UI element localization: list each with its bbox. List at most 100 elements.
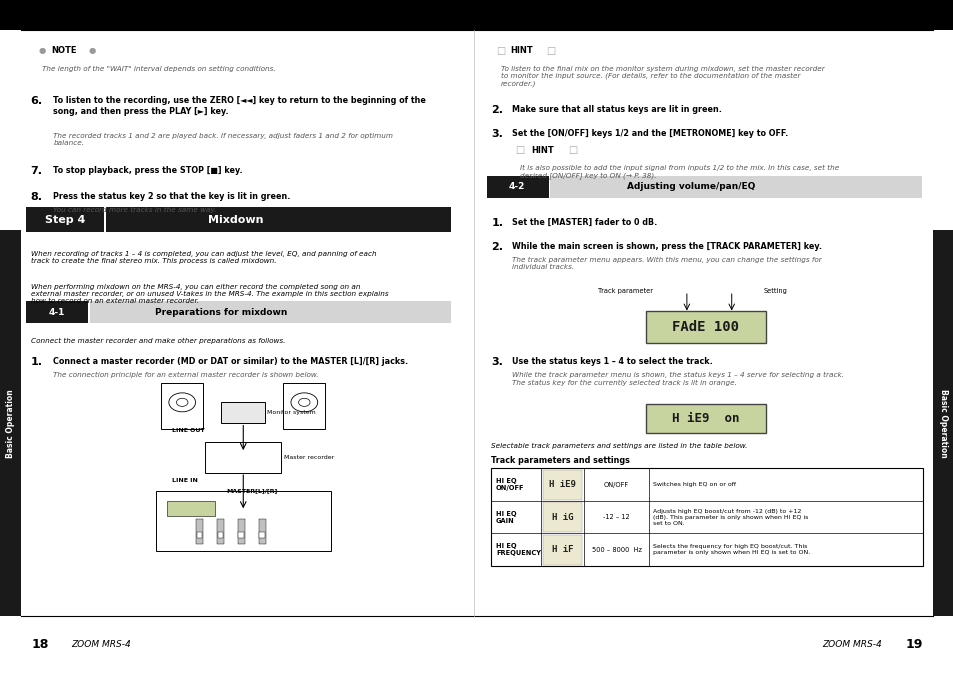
Text: ●: ● <box>89 46 96 56</box>
Text: Selectable track parameters and settings are listed in the table below.: Selectable track parameters and settings… <box>491 443 747 449</box>
Text: ON/OFF: ON/OFF <box>603 482 629 487</box>
Text: Switches high EQ on or off: Switches high EQ on or off <box>652 482 735 487</box>
Text: ZOOM MRS-4: ZOOM MRS-4 <box>821 640 882 649</box>
Text: HI EQ
FREQUENCY: HI EQ FREQUENCY <box>496 543 540 556</box>
FancyBboxPatch shape <box>645 404 765 433</box>
Text: NOTE: NOTE <box>51 46 77 56</box>
Text: Adjusts high EQ boost/cut from -12 (dB) to +12
(dB). This parameter is only show: Adjusts high EQ boost/cut from -12 (dB) … <box>652 509 807 525</box>
Text: ZOOM MRS-4: ZOOM MRS-4 <box>71 640 132 649</box>
FancyBboxPatch shape <box>161 383 203 429</box>
FancyBboxPatch shape <box>542 470 581 500</box>
Text: H iF: H iF <box>551 545 573 554</box>
Text: 3.: 3. <box>491 357 502 368</box>
Text: When recording of tracks 1 – 4 is completed, you can adjust the level, EQ, and p: When recording of tracks 1 – 4 is comple… <box>30 251 375 265</box>
Text: 2.: 2. <box>491 242 503 252</box>
Text: □: □ <box>567 146 577 155</box>
Bar <box>195 519 203 544</box>
Text: Adjusting volume/pan/EQ: Adjusting volume/pan/EQ <box>627 182 755 192</box>
Text: 1.: 1. <box>491 218 503 228</box>
Bar <box>106 207 451 232</box>
Text: HINT: HINT <box>531 146 554 155</box>
Text: While the track parameter menu is shown, the status keys 1 – 4 serve for selecti: While the track parameter menu is shown,… <box>512 372 843 386</box>
Text: The length of the "WAIT" interval depends on setting conditions.: The length of the "WAIT" interval depend… <box>42 66 275 72</box>
Text: HINT: HINT <box>510 46 533 56</box>
FancyBboxPatch shape <box>155 491 331 551</box>
Text: 18: 18 <box>31 638 49 651</box>
Text: LINE OUT: LINE OUT <box>172 429 204 433</box>
Bar <box>238 531 244 538</box>
Bar <box>216 519 224 544</box>
Text: □: □ <box>496 46 505 56</box>
Text: When performing mixdown on the MRS-4, you can either record the completed song o: When performing mixdown on the MRS-4, yo… <box>30 284 388 304</box>
Text: LINE IN: LINE IN <box>172 478 197 483</box>
FancyBboxPatch shape <box>645 311 765 343</box>
Bar <box>486 176 548 198</box>
Text: □: □ <box>545 46 555 56</box>
Bar <box>196 531 202 538</box>
Text: To listen to the recording, use the ZERO [◄◄] key to return to the beginning of : To listen to the recording, use the ZERO… <box>53 96 426 116</box>
Bar <box>26 207 104 232</box>
Bar <box>237 519 245 544</box>
Text: H iE9: H iE9 <box>549 480 576 489</box>
Text: -12 – 12: -12 – 12 <box>602 515 629 520</box>
Text: Set the [ON/OFF] keys 1/2 and the [METRONOME] key to OFF.: Set the [ON/OFF] keys 1/2 and the [METRO… <box>512 129 788 137</box>
FancyBboxPatch shape <box>205 442 281 473</box>
Text: The connection principle for an external master recorder is shown below.: The connection principle for an external… <box>53 372 318 378</box>
FancyBboxPatch shape <box>542 535 581 565</box>
Text: □: □ <box>515 146 524 155</box>
Text: Track parameter: Track parameter <box>598 288 653 294</box>
Circle shape <box>298 398 310 406</box>
FancyBboxPatch shape <box>283 383 325 429</box>
Text: 7.: 7. <box>30 166 43 176</box>
Text: Set the [MASTER] fader to 0 dB.: Set the [MASTER] fader to 0 dB. <box>512 218 657 227</box>
Text: Connect a master recorder (MD or DAT or similar) to the MASTER [L]/[R] jacks.: Connect a master recorder (MD or DAT or … <box>53 357 408 366</box>
Text: 4-1: 4-1 <box>48 307 65 317</box>
Text: Selects the frequency for high EQ boost/cut. This
parameter is only shown when H: Selects the frequency for high EQ boost/… <box>652 544 809 555</box>
Text: HI EQ
GAIN: HI EQ GAIN <box>496 510 517 524</box>
Bar <box>259 531 265 538</box>
Text: Setting: Setting <box>762 288 786 294</box>
Text: 2.: 2. <box>491 105 503 115</box>
FancyBboxPatch shape <box>221 401 265 423</box>
Bar <box>0 0 953 30</box>
Text: Connect the master recorder and make other preparations as follows.: Connect the master recorder and make oth… <box>30 338 285 344</box>
Bar <box>217 531 223 538</box>
Text: Make sure that all status keys are lit in green.: Make sure that all status keys are lit i… <box>512 105 721 114</box>
Text: To listen to the final mix on the monitor system during mixdown, set the master : To listen to the final mix on the monito… <box>500 66 823 87</box>
Bar <box>932 230 953 616</box>
Text: HI EQ
ON/OFF: HI EQ ON/OFF <box>496 478 524 492</box>
Text: The track parameter menu appears. With this menu, you can change the settings fo: The track parameter menu appears. With t… <box>512 257 821 269</box>
Bar <box>550 176 921 198</box>
Text: Use the status keys 1 – 4 to select the track.: Use the status keys 1 – 4 to select the … <box>512 357 712 366</box>
Text: Track parameters and settings: Track parameters and settings <box>491 456 630 465</box>
Text: MASTER[L]/[R]: MASTER[L]/[R] <box>226 489 277 494</box>
Text: While the main screen is shown, press the [TRACK PARAMETER] key.: While the main screen is shown, press th… <box>512 242 821 250</box>
Text: Basic Operation: Basic Operation <box>938 389 947 458</box>
Bar <box>167 501 214 516</box>
Text: Basic Operation: Basic Operation <box>6 389 15 458</box>
Text: Step 4: Step 4 <box>45 215 85 225</box>
Text: You can record more tracks in the same way.: You can record more tracks in the same w… <box>53 206 216 213</box>
Text: Mixdown: Mixdown <box>208 215 263 225</box>
Text: 8.: 8. <box>30 192 43 202</box>
Text: 1.: 1. <box>30 357 43 367</box>
Bar <box>491 468 923 566</box>
Circle shape <box>169 393 195 412</box>
Text: Press the status key 2 so that the key is lit in green.: Press the status key 2 so that the key i… <box>53 192 291 200</box>
Text: 19: 19 <box>904 638 922 651</box>
Text: It is also possible to add the input signal from inputs 1/2 to the mix. In this : It is also possible to add the input sig… <box>519 165 839 179</box>
Text: H iG: H iG <box>551 512 573 522</box>
Text: ●: ● <box>38 46 46 56</box>
Text: 4-2: 4-2 <box>508 182 525 192</box>
Text: FAdE 100: FAdE 100 <box>672 320 739 334</box>
Bar <box>90 301 451 323</box>
Text: Monitor system: Monitor system <box>267 410 315 415</box>
Text: The recorded tracks 1 and 2 are played back. If necessary, adjust faders 1 and 2: The recorded tracks 1 and 2 are played b… <box>53 133 393 146</box>
Bar <box>258 519 266 544</box>
Text: To stop playback, press the STOP [■] key.: To stop playback, press the STOP [■] key… <box>53 166 243 175</box>
Bar <box>26 301 88 323</box>
Text: H iE9  on: H iE9 on <box>672 412 739 425</box>
Text: Master recorder: Master recorder <box>284 456 335 460</box>
Text: Preparations for mixdown: Preparations for mixdown <box>155 307 287 317</box>
Circle shape <box>291 393 317 412</box>
